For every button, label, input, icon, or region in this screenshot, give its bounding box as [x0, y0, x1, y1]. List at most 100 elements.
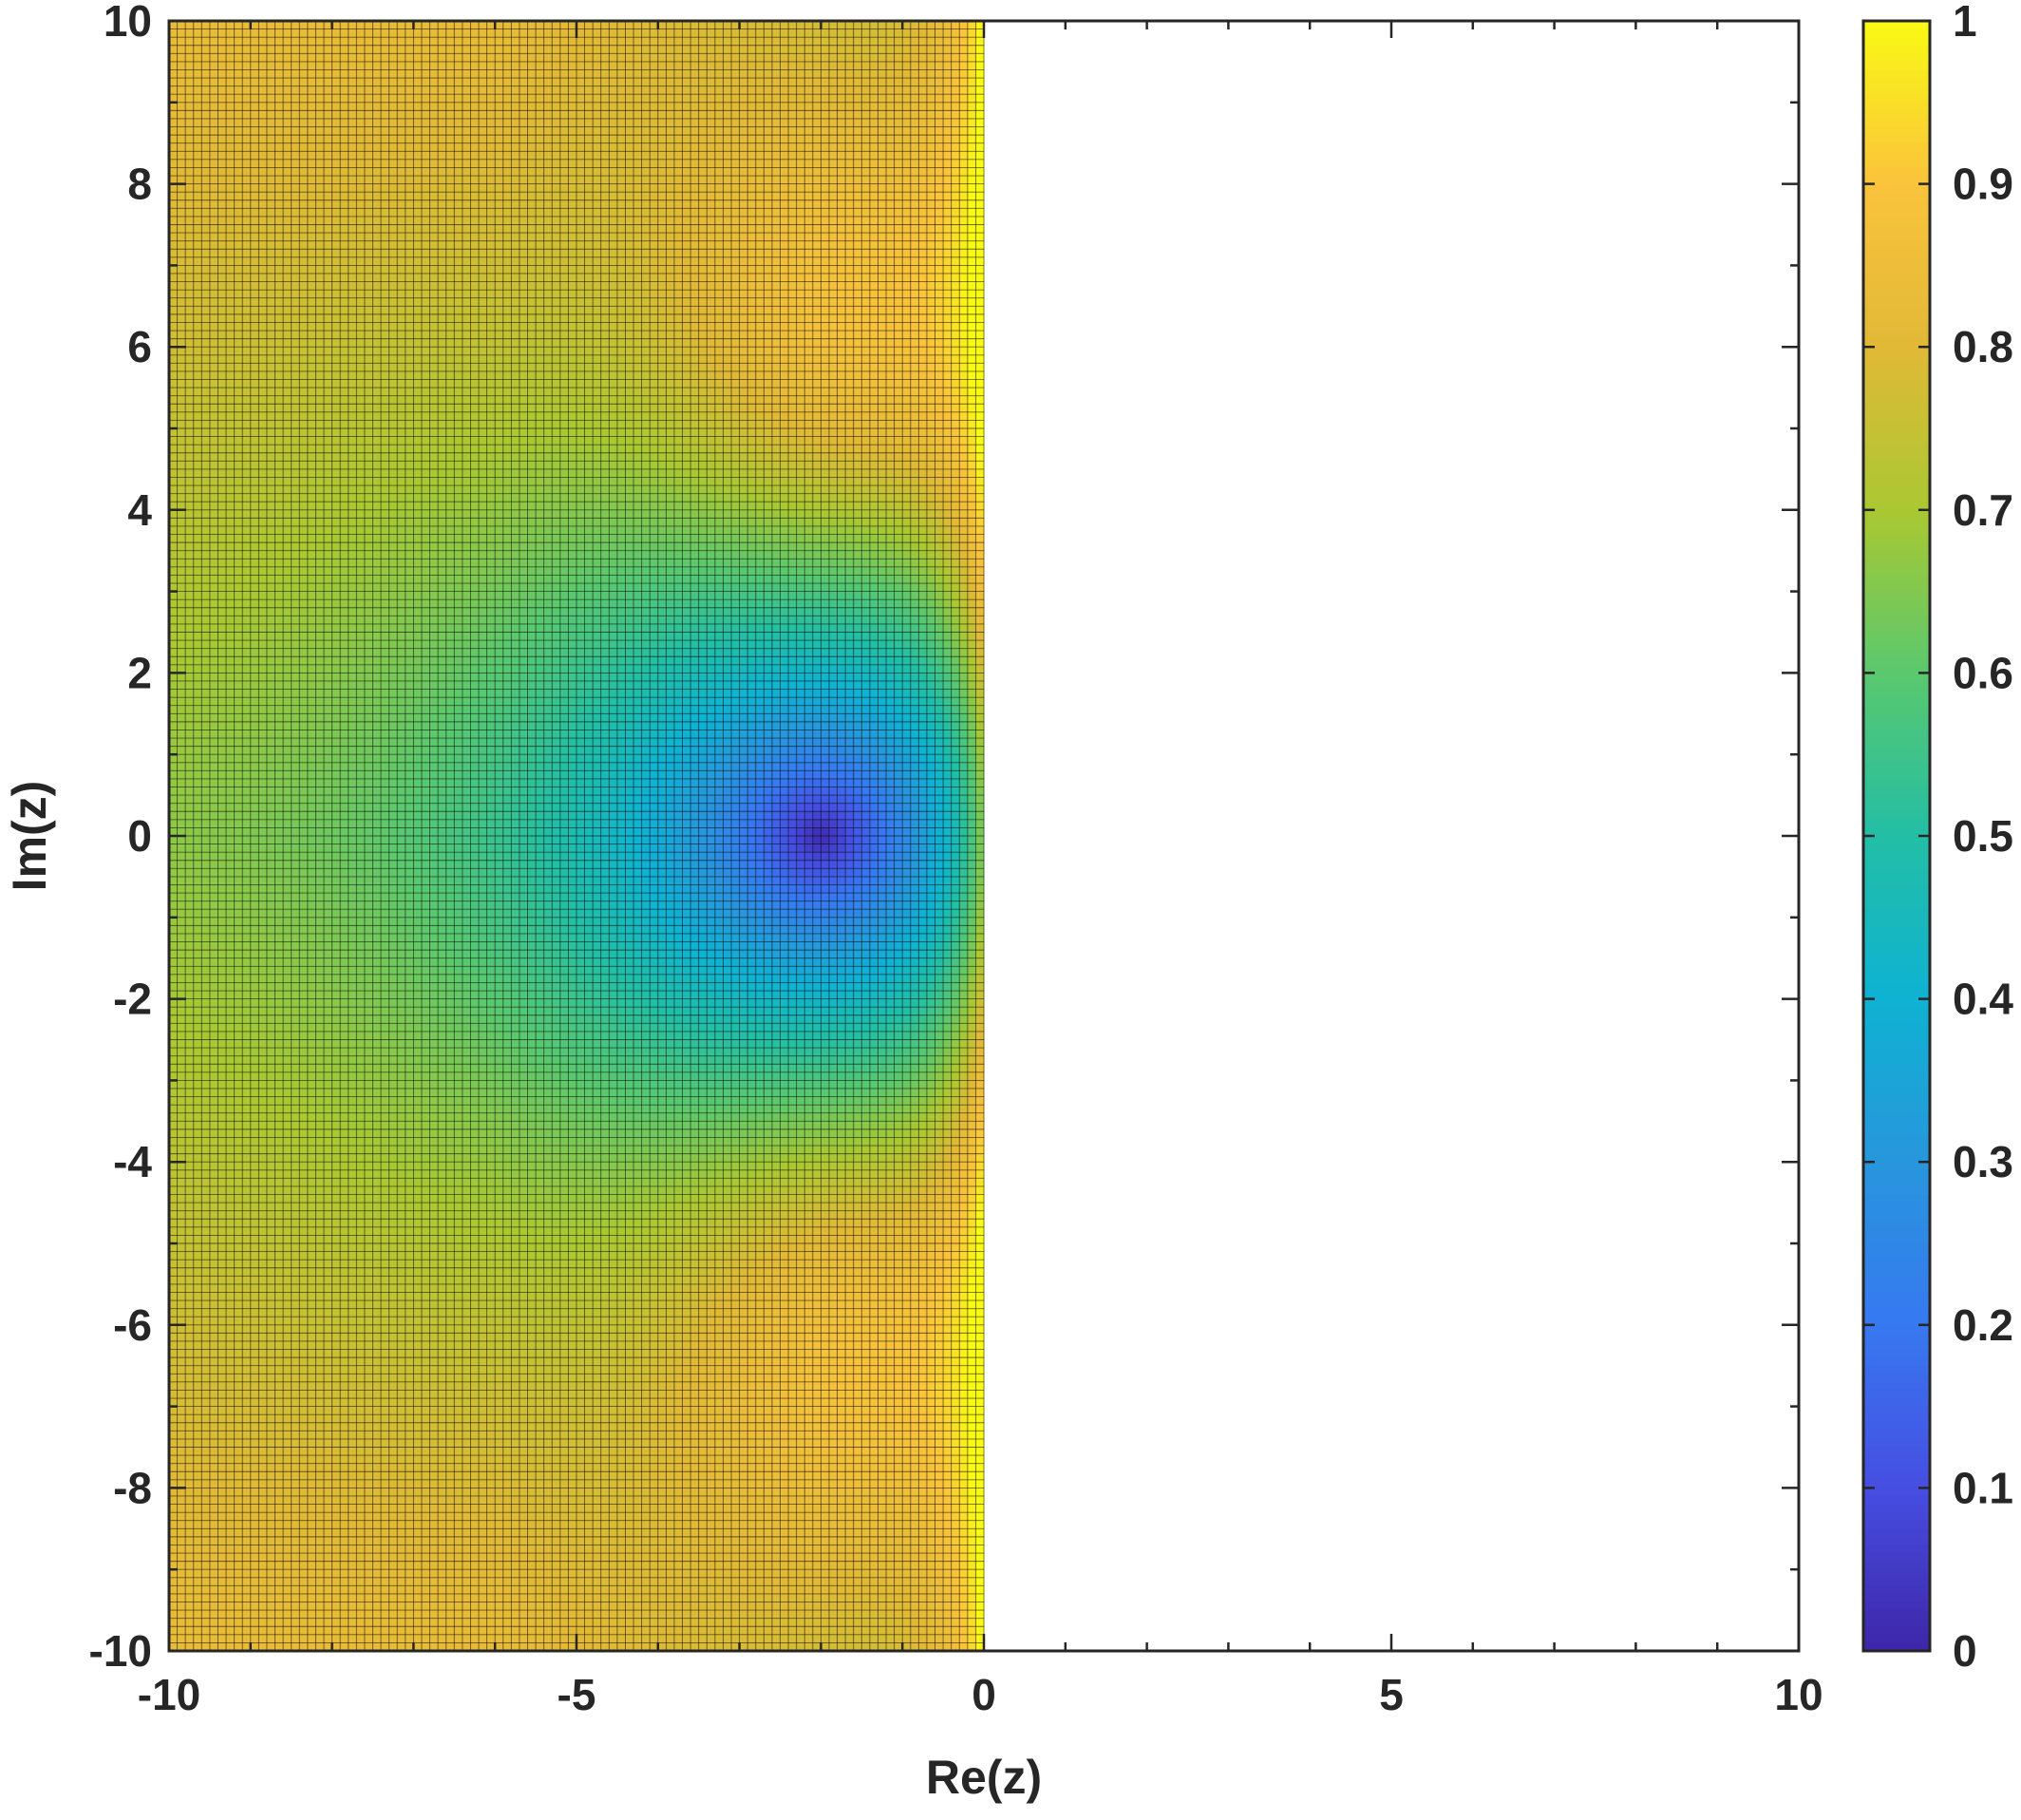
heatmap-cell — [169, 1178, 178, 1187]
heatmap-cell — [242, 306, 252, 315]
heatmap-cell — [169, 1390, 178, 1399]
heatmap-cell — [266, 199, 275, 209]
heatmap-cell — [299, 705, 309, 714]
heatmap-cell — [315, 998, 325, 1008]
heatmap-cell — [185, 1504, 195, 1513]
heatmap-cell — [266, 623, 275, 633]
heatmap-cell — [193, 1226, 202, 1236]
heatmap-cell — [356, 21, 366, 29]
heatmap-cell — [331, 118, 341, 127]
heatmap-cell — [283, 404, 293, 413]
heatmap-cell — [364, 428, 373, 437]
heatmap-cell — [364, 656, 373, 666]
heatmap-cell — [201, 1634, 211, 1643]
heatmap-cell — [258, 379, 268, 389]
heatmap-cell — [169, 1308, 178, 1318]
heatmap-cell — [169, 1340, 178, 1350]
heatmap-cell — [226, 884, 236, 894]
heatmap-cell — [315, 21, 325, 29]
heatmap-cell — [324, 721, 332, 730]
heatmap-cell — [274, 1495, 284, 1505]
heatmap-cell — [324, 623, 332, 633]
heatmap-cell — [324, 1055, 332, 1065]
heatmap-cell — [242, 142, 252, 152]
heatmap-cell — [356, 509, 366, 519]
heatmap-cell — [274, 78, 284, 87]
heatmap-cell — [324, 1308, 332, 1318]
heatmap-cell — [177, 1455, 186, 1465]
heatmap-cell — [340, 118, 349, 127]
heatmap-cell — [250, 183, 259, 193]
heatmap-cell — [315, 770, 325, 780]
heatmap-cell — [356, 1414, 366, 1424]
heatmap-cell — [169, 388, 178, 397]
heatmap-cell — [274, 45, 284, 54]
heatmap-cell — [250, 957, 259, 967]
heatmap-cell — [283, 860, 293, 869]
heatmap-cell — [274, 933, 284, 942]
heatmap-cell — [307, 591, 316, 600]
heatmap-cell — [340, 1178, 349, 1187]
heatmap-cell — [185, 1357, 195, 1367]
heatmap-cell — [274, 1545, 284, 1554]
heatmap-cell — [201, 957, 211, 967]
heatmap-cell — [364, 1431, 373, 1440]
heatmap-cell — [274, 1276, 284, 1285]
heatmap-cell — [185, 1374, 195, 1383]
heatmap-cell — [356, 868, 366, 878]
heatmap-cell — [209, 1071, 218, 1081]
heatmap-cell — [201, 534, 211, 543]
heatmap-cell — [266, 1626, 275, 1636]
heatmap-cell — [307, 1260, 316, 1269]
heatmap-cell — [193, 102, 202, 111]
heatmap-cell — [258, 1398, 268, 1407]
heatmap-cell — [307, 224, 316, 234]
heatmap-cell — [307, 730, 316, 739]
heatmap-cell — [324, 370, 332, 380]
heatmap-cell — [340, 1055, 349, 1065]
heatmap-cell — [340, 1023, 349, 1033]
heatmap-cell — [356, 762, 366, 771]
heatmap-cell — [315, 901, 325, 910]
heatmap-cell — [299, 126, 309, 136]
heatmap-cell — [299, 331, 309, 340]
heatmap-cell — [324, 159, 332, 168]
heatmap-cell — [250, 559, 259, 568]
heatmap-cell — [234, 290, 243, 299]
heatmap-cell — [226, 1146, 236, 1155]
heatmap-cell — [331, 966, 341, 976]
heatmap-cell — [201, 770, 211, 780]
heatmap-cell — [209, 860, 218, 869]
heatmap-cell — [348, 1504, 357, 1513]
heatmap-cell — [217, 534, 227, 543]
heatmap-cell — [258, 591, 268, 600]
heatmap-cell — [291, 208, 300, 218]
heatmap-cell — [226, 1185, 236, 1195]
heatmap-cell — [177, 1283, 186, 1293]
heatmap-cell — [209, 1203, 218, 1212]
heatmap-cell — [242, 45, 252, 54]
heatmap-cell — [324, 941, 332, 951]
heatmap-cell — [315, 1431, 325, 1440]
heatmap-cell — [250, 1203, 259, 1212]
heatmap-cell — [324, 1007, 332, 1016]
heatmap-cell — [315, 28, 325, 38]
heatmap-cell — [266, 542, 275, 552]
heatmap-cell — [209, 1260, 218, 1269]
heatmap-cell — [283, 607, 293, 616]
heatmap-cell — [356, 1504, 366, 1513]
heatmap-cell — [226, 1381, 236, 1391]
heatmap-cell — [250, 233, 259, 242]
heatmap-cell — [299, 1283, 309, 1293]
heatmap-cell — [209, 998, 218, 1008]
heatmap-cell — [177, 240, 186, 250]
heatmap-cell — [340, 61, 349, 70]
heatmap-cell — [324, 1153, 332, 1163]
heatmap-cell — [217, 1112, 227, 1122]
heatmap-cell — [299, 420, 309, 429]
heatmap-cell — [209, 1626, 218, 1636]
heatmap-cell — [315, 795, 325, 805]
heatmap-cell — [291, 680, 300, 690]
heatmap-cell — [185, 338, 195, 348]
heatmap-cell — [356, 1463, 366, 1472]
